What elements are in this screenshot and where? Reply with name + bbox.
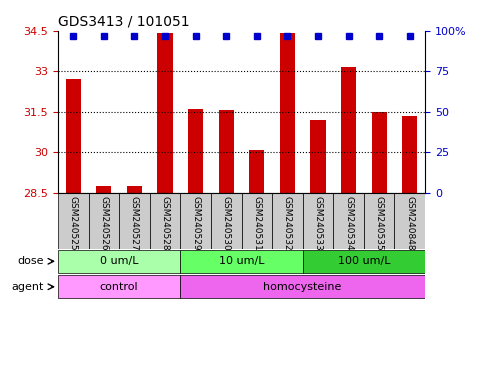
Text: GDS3413 / 101051: GDS3413 / 101051 bbox=[58, 14, 190, 28]
Bar bbox=[402, 116, 417, 193]
FancyBboxPatch shape bbox=[211, 193, 242, 248]
Bar bbox=[249, 150, 265, 193]
Bar bbox=[157, 33, 173, 193]
FancyBboxPatch shape bbox=[180, 193, 211, 248]
FancyBboxPatch shape bbox=[333, 193, 364, 248]
FancyBboxPatch shape bbox=[58, 275, 180, 298]
Text: GSM240531: GSM240531 bbox=[252, 196, 261, 250]
FancyBboxPatch shape bbox=[242, 193, 272, 248]
Bar bbox=[341, 67, 356, 193]
FancyBboxPatch shape bbox=[395, 193, 425, 248]
Text: 100 um/L: 100 um/L bbox=[338, 256, 390, 266]
FancyBboxPatch shape bbox=[58, 250, 180, 273]
Bar bbox=[371, 112, 387, 193]
Text: agent: agent bbox=[12, 282, 44, 292]
Text: GSM240529: GSM240529 bbox=[191, 196, 200, 250]
FancyBboxPatch shape bbox=[303, 250, 425, 273]
FancyBboxPatch shape bbox=[180, 250, 303, 273]
Bar bbox=[96, 186, 112, 193]
Bar bbox=[188, 109, 203, 193]
Bar bbox=[66, 79, 81, 193]
Text: GSM240525: GSM240525 bbox=[69, 196, 78, 250]
Text: homocysteine: homocysteine bbox=[264, 282, 342, 292]
Text: GSM240535: GSM240535 bbox=[375, 196, 384, 250]
Text: 10 um/L: 10 um/L bbox=[219, 256, 264, 266]
Text: GSM240527: GSM240527 bbox=[130, 196, 139, 250]
Text: GSM240530: GSM240530 bbox=[222, 196, 231, 250]
FancyBboxPatch shape bbox=[272, 193, 303, 248]
FancyBboxPatch shape bbox=[58, 193, 88, 248]
FancyBboxPatch shape bbox=[303, 193, 333, 248]
Bar bbox=[311, 120, 326, 193]
Text: dose: dose bbox=[18, 256, 44, 266]
Text: GSM240526: GSM240526 bbox=[99, 196, 108, 250]
Text: 0 um/L: 0 um/L bbox=[100, 256, 139, 266]
Text: GSM240533: GSM240533 bbox=[313, 196, 323, 250]
FancyBboxPatch shape bbox=[150, 193, 180, 248]
Text: GSM240532: GSM240532 bbox=[283, 196, 292, 250]
FancyBboxPatch shape bbox=[119, 193, 150, 248]
FancyBboxPatch shape bbox=[364, 193, 395, 248]
Bar bbox=[280, 33, 295, 193]
FancyBboxPatch shape bbox=[88, 193, 119, 248]
Text: GSM240534: GSM240534 bbox=[344, 196, 353, 250]
Text: GSM240848: GSM240848 bbox=[405, 196, 414, 250]
Bar bbox=[219, 111, 234, 193]
Text: GSM240528: GSM240528 bbox=[160, 196, 170, 250]
FancyBboxPatch shape bbox=[180, 275, 425, 298]
Text: control: control bbox=[100, 282, 139, 292]
Bar bbox=[127, 186, 142, 193]
